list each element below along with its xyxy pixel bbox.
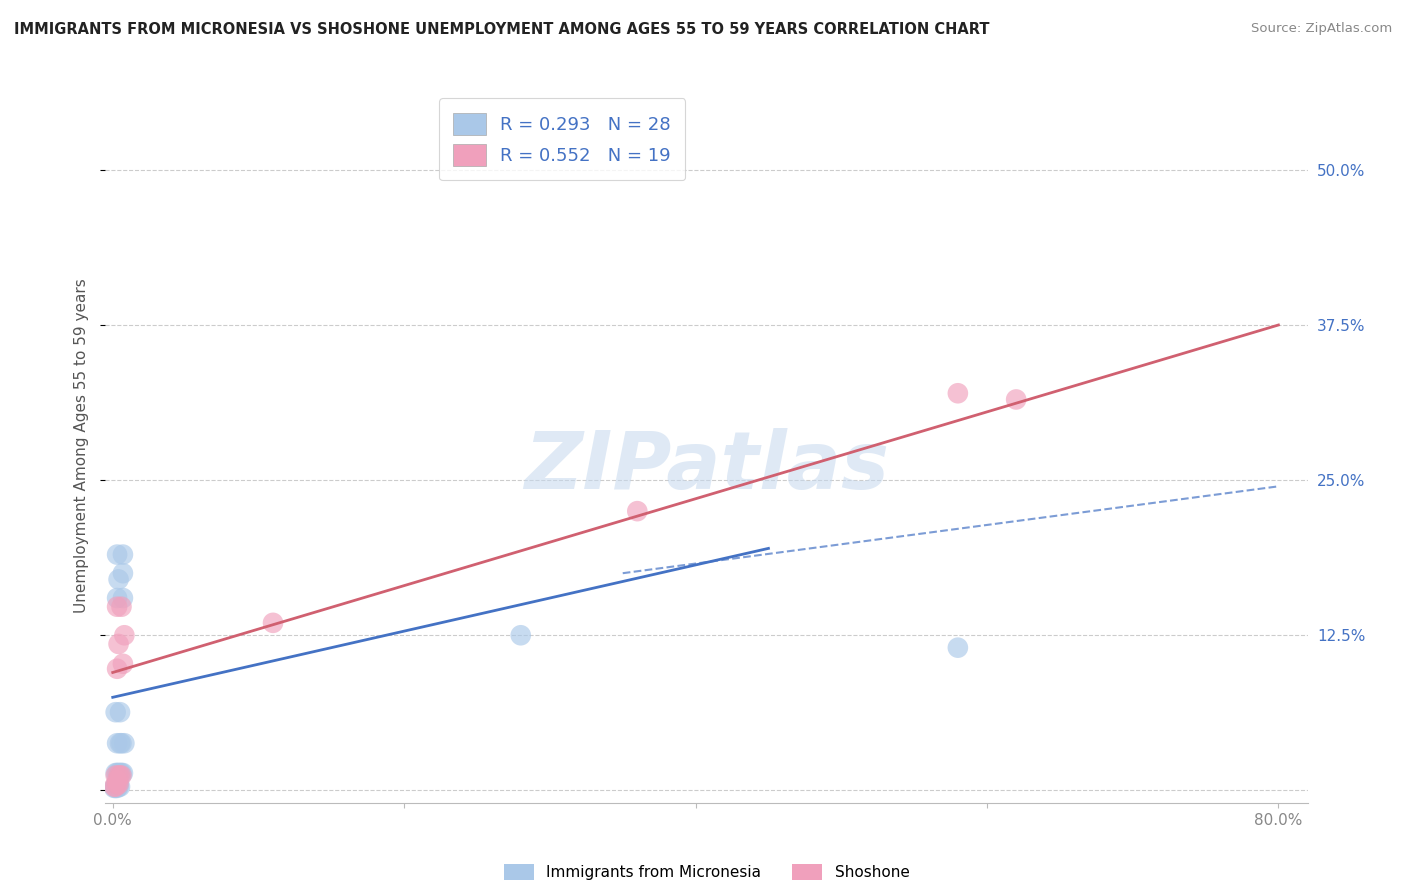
Point bbox=[110, 599, 132, 614]
Point bbox=[105, 548, 128, 562]
Point bbox=[105, 662, 128, 676]
Point bbox=[105, 766, 128, 780]
Point bbox=[626, 504, 648, 518]
Point bbox=[262, 615, 284, 630]
Point bbox=[112, 628, 135, 642]
Point bbox=[107, 777, 129, 791]
Text: IMMIGRANTS FROM MICRONESIA VS SHOSHONE UNEMPLOYMENT AMONG AGES 55 TO 59 YEARS CO: IMMIGRANTS FROM MICRONESIA VS SHOSHONE U… bbox=[14, 22, 990, 37]
Point bbox=[104, 780, 127, 795]
Point bbox=[111, 566, 134, 581]
Point bbox=[107, 776, 129, 790]
Point bbox=[104, 780, 127, 794]
Point bbox=[105, 780, 128, 795]
Point bbox=[108, 705, 131, 719]
Point bbox=[509, 628, 531, 642]
Point bbox=[104, 779, 127, 793]
Point bbox=[105, 777, 128, 791]
Point bbox=[108, 768, 131, 782]
Point bbox=[107, 637, 129, 651]
Y-axis label: Unemployment Among Ages 55 to 59 years: Unemployment Among Ages 55 to 59 years bbox=[75, 278, 90, 614]
Point bbox=[108, 736, 131, 750]
Point bbox=[105, 591, 128, 605]
Point bbox=[104, 768, 127, 782]
Point bbox=[105, 777, 128, 791]
Point bbox=[107, 780, 129, 794]
Point bbox=[107, 768, 129, 782]
Point bbox=[103, 780, 125, 795]
Point bbox=[110, 768, 132, 782]
Point bbox=[108, 766, 131, 780]
Point bbox=[105, 599, 128, 614]
Point bbox=[103, 780, 125, 794]
Point bbox=[110, 736, 132, 750]
Point bbox=[112, 736, 135, 750]
Text: Source: ZipAtlas.com: Source: ZipAtlas.com bbox=[1251, 22, 1392, 36]
Point bbox=[946, 386, 969, 401]
Legend: Immigrants from Micronesia, Shoshone: Immigrants from Micronesia, Shoshone bbox=[496, 857, 917, 888]
Point bbox=[1005, 392, 1028, 407]
Point bbox=[111, 548, 134, 562]
Point bbox=[104, 766, 127, 780]
Point bbox=[107, 573, 129, 587]
Point bbox=[111, 657, 134, 671]
Point bbox=[110, 766, 132, 780]
Point bbox=[108, 780, 131, 794]
Point bbox=[104, 705, 127, 719]
Point bbox=[111, 766, 134, 780]
Point bbox=[105, 773, 128, 788]
Point bbox=[105, 736, 128, 750]
Point bbox=[111, 591, 134, 605]
Point bbox=[946, 640, 969, 655]
Point bbox=[107, 766, 129, 780]
Text: ZIPatlas: ZIPatlas bbox=[524, 428, 889, 507]
